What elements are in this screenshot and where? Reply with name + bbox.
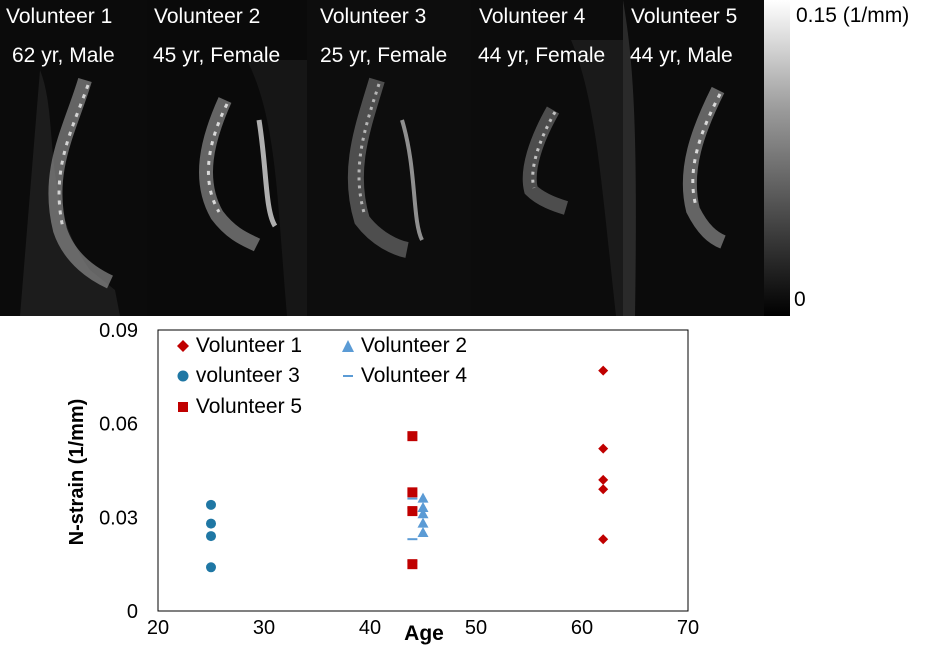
- legend-label: Volunteer 4: [360, 364, 468, 387]
- mri-panel-volunteer-4: Volunteer 4 44 yr, Female: [471, 0, 623, 316]
- mri-panel-volunteer-2: Volunteer 2 45 yr, Female: [147, 0, 307, 316]
- x-tick-label: 50: [465, 617, 487, 639]
- data-point-volunteer-1: [598, 474, 609, 485]
- y-tick-label: 0.06: [99, 414, 138, 436]
- data-point-volunteer-1: [598, 365, 609, 376]
- legend-label: volunteer 3: [195, 364, 300, 387]
- data-point-volunteer-1: [598, 534, 609, 545]
- spine-image: [147, 0, 307, 316]
- data-point-volunteer-3: [206, 562, 216, 573]
- square-icon: [178, 402, 188, 413]
- x-tick-labels: 20 30 40 50 60 70: [147, 617, 699, 639]
- panel-subtitle: 44 yr, Female: [478, 44, 606, 67]
- colorbar-max-label: 0.15 (1/mm): [796, 4, 910, 27]
- y-tick-labels: 0 0.03 0.06 0.09: [99, 320, 138, 623]
- mri-panel-volunteer-3: Volunteer 3 25 yr, Female: [307, 0, 471, 316]
- legend-item-volunteer-1: Volunteer 1: [176, 334, 302, 358]
- legend-item-volunteer-3: volunteer 3: [176, 364, 300, 388]
- data-point-volunteer-5: [407, 506, 418, 517]
- y-axis-label: N-strain (1/mm): [66, 399, 88, 546]
- x-tick-label: 40: [359, 617, 381, 639]
- mri-panel-volunteer-1: Volunteer 1 62 yr, Male: [0, 0, 147, 316]
- legend-label: Volunteer 5: [195, 395, 303, 418]
- data-point-volunteer-4: [407, 538, 418, 541]
- spine-image: [623, 0, 764, 316]
- panel-title: Volunteer 1: [6, 5, 113, 28]
- data-point-volunteer-3: [206, 518, 216, 529]
- data-point-volunteer-5: [407, 559, 418, 570]
- scatter-chart: 20 30 40 50 60 70 0 0.03 0.06 0.09 Age N-strain …: [66, 320, 699, 645]
- plot-area: [157, 329, 689, 612]
- legend-item-volunteer-4: Volunteer 4: [341, 364, 467, 388]
- legend-item-volunteer-2: Volunteer 2: [341, 334, 467, 358]
- data-points: [206, 365, 609, 573]
- colorbar-min-label: 0: [794, 288, 806, 311]
- data-point-volunteer-2: [417, 517, 429, 528]
- legend-label: Volunteer 1: [195, 334, 303, 357]
- dash-icon: [343, 375, 353, 378]
- triangle-icon: [342, 340, 354, 353]
- spine-image: [0, 0, 147, 316]
- mri-panel-volunteer-5: Volunteer 5 44 yr, Male: [623, 0, 764, 316]
- spine-image: [307, 0, 471, 316]
- x-tick-label: 30: [253, 617, 275, 639]
- data-point-volunteer-1: [598, 443, 609, 454]
- x-axis-label: Age: [404, 622, 444, 645]
- colorbar: [764, 0, 790, 316]
- data-point-volunteer-1: [598, 484, 609, 495]
- x-tick-label: 60: [571, 617, 593, 639]
- y-tick-label: 0.03: [99, 507, 138, 529]
- panel-subtitle: 62 yr, Male: [12, 44, 115, 67]
- mri-image-strip: Volunteer 1 62 yr, Male Volunteer 2 45 y…: [0, 0, 790, 316]
- y-tick-label: 0.09: [99, 320, 138, 342]
- panel-subtitle: 45 yr, Female: [153, 44, 281, 67]
- legend-label: Volunteer 2: [360, 334, 468, 357]
- spine-image: [471, 0, 623, 316]
- panel-title: Volunteer 2: [154, 5, 261, 28]
- data-point-volunteer-5: [407, 431, 418, 442]
- data-point-volunteer-2: [417, 501, 429, 512]
- panel-title: Volunteer 3: [320, 5, 427, 28]
- x-tick-label: 70: [677, 617, 699, 639]
- x-tick-label: 20: [147, 617, 169, 639]
- diamond-icon: [177, 340, 189, 353]
- circle-icon: [177, 370, 189, 382]
- y-tick-label: 0: [127, 601, 138, 623]
- data-point-volunteer-2: [417, 508, 429, 519]
- data-point-volunteer-3: [206, 531, 216, 542]
- data-point-volunteer-2: [417, 492, 429, 503]
- legend-item-volunteer-5: Volunteer 5: [176, 395, 302, 419]
- panel-title: Volunteer 5: [631, 5, 738, 28]
- data-point-volunteer-4: [407, 497, 418, 500]
- data-point-volunteer-5: [407, 487, 418, 498]
- data-point-volunteer-3: [206, 499, 216, 510]
- data-point-volunteer-2: [417, 526, 429, 537]
- panel-title: Volunteer 4: [479, 5, 586, 28]
- panel-subtitle: 25 yr, Female: [320, 44, 448, 67]
- panel-subtitle: 44 yr, Male: [630, 44, 733, 67]
